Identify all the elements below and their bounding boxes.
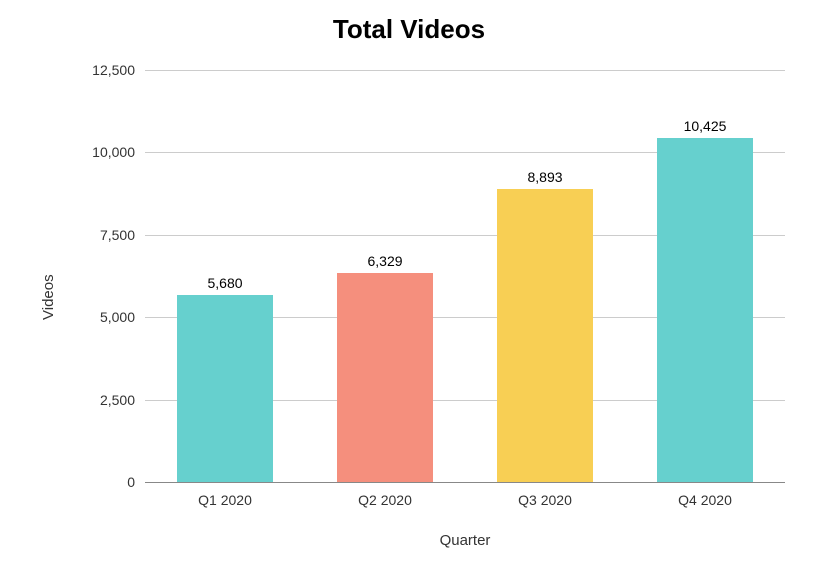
y-tick-label: 12,500: [85, 62, 135, 78]
y-tick-label: 7,500: [85, 227, 135, 243]
x-tick-label: Q3 2020: [518, 492, 572, 508]
x-axis-title: Quarter: [145, 532, 785, 549]
x-tick-label: Q4 2020: [678, 492, 732, 508]
y-axis-title: Videos: [40, 274, 57, 320]
total-videos-chart: Total Videos Videos 02,5005,0007,50010,0…: [0, 0, 818, 577]
bar-value-label: 8,893: [527, 169, 562, 185]
y-tick-label: 5,000: [85, 309, 135, 325]
bar: [497, 189, 593, 482]
x-axis-baseline: [145, 482, 785, 483]
chart-title: Total Videos: [0, 14, 818, 45]
bar: [657, 138, 753, 482]
plot-area: 02,5005,0007,50010,00012,5005,680Q1 2020…: [145, 70, 785, 482]
y-tick-label: 2,500: [85, 392, 135, 408]
x-tick-label: Q1 2020: [198, 492, 252, 508]
bar: [337, 273, 433, 482]
x-tick-label: Q2 2020: [358, 492, 412, 508]
bar: [177, 295, 273, 482]
bar-value-label: 6,329: [367, 253, 402, 269]
bar-value-label: 5,680: [207, 275, 242, 291]
y-tick-label: 10,000: [85, 144, 135, 160]
bar-value-label: 10,425: [684, 118, 727, 134]
gridline: [145, 70, 785, 71]
y-tick-label: 0: [85, 474, 135, 490]
